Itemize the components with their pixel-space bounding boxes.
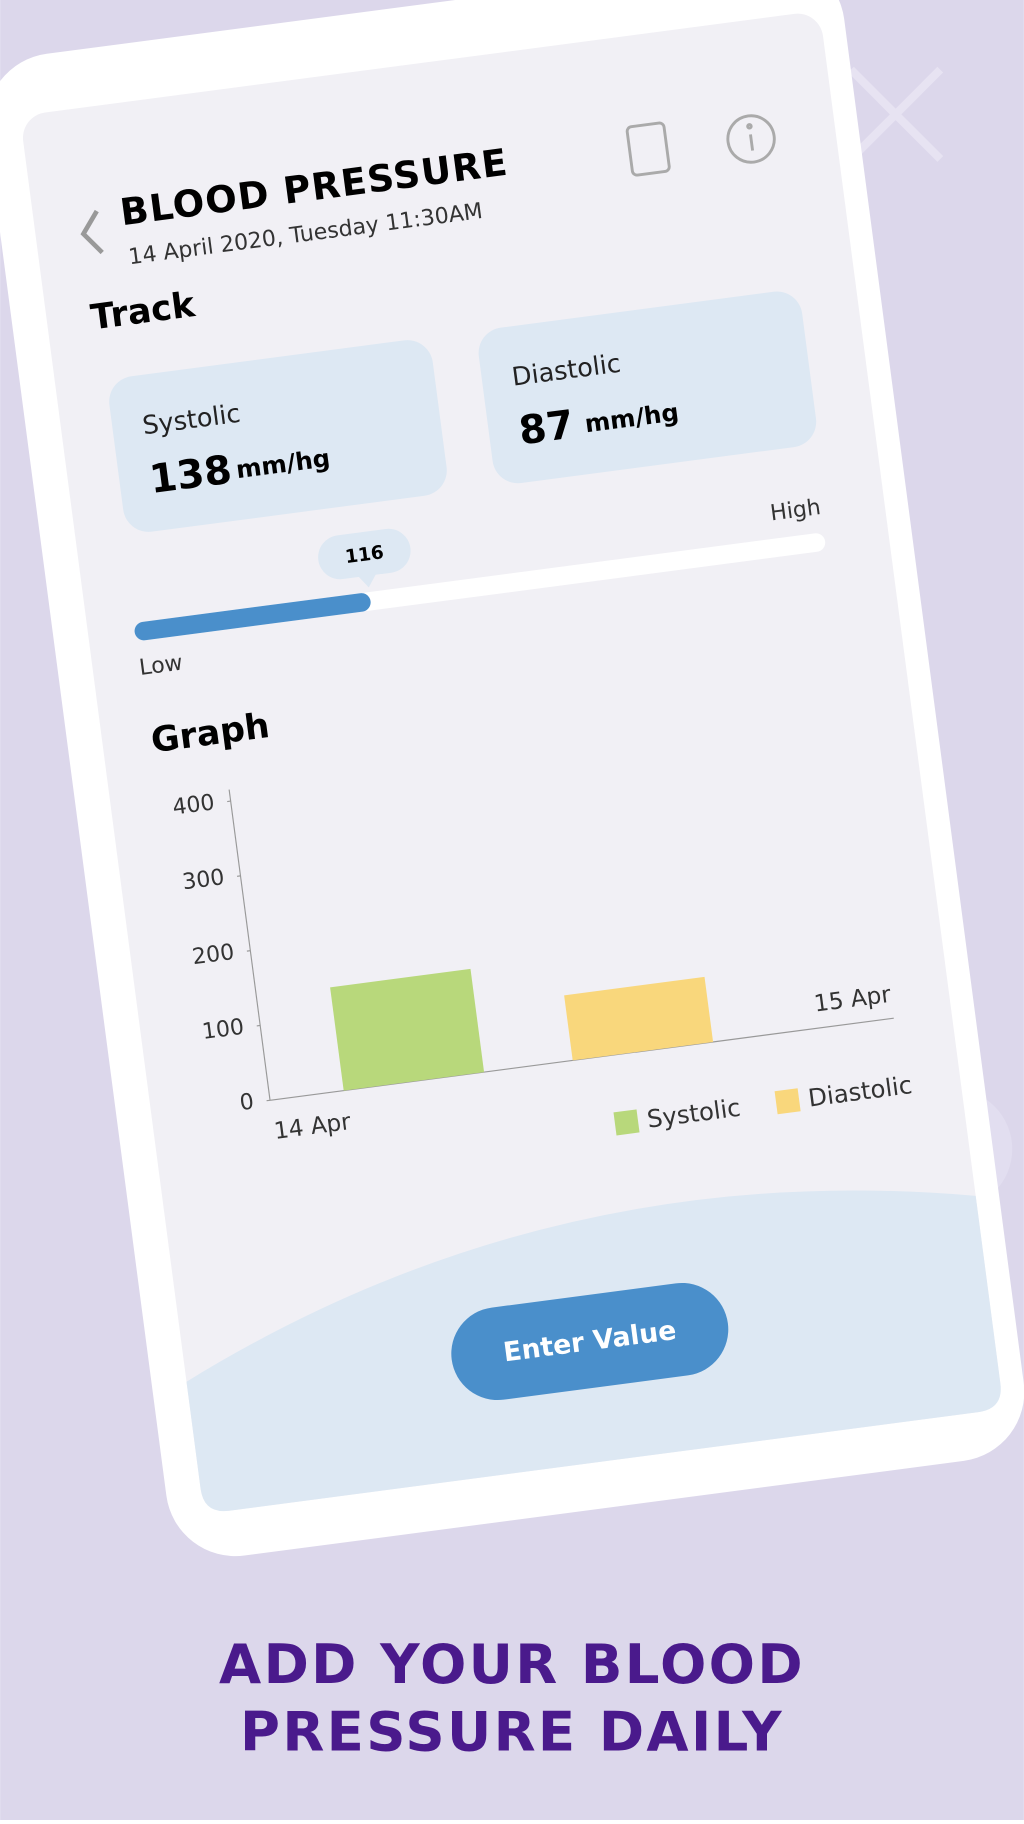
headline: PRESSURE DAILY: [240, 1699, 784, 1763]
legend-swatch: [613, 1109, 639, 1135]
legend-swatch: [775, 1088, 801, 1114]
headline: ADD YOUR BLOOD: [219, 1632, 805, 1696]
phone: BLOOD PRESSURE 14 April 2020, Tuesday 11…: [0, 0, 1024, 1565]
card-value: 87: [516, 402, 576, 455]
bar: [330, 969, 484, 1091]
